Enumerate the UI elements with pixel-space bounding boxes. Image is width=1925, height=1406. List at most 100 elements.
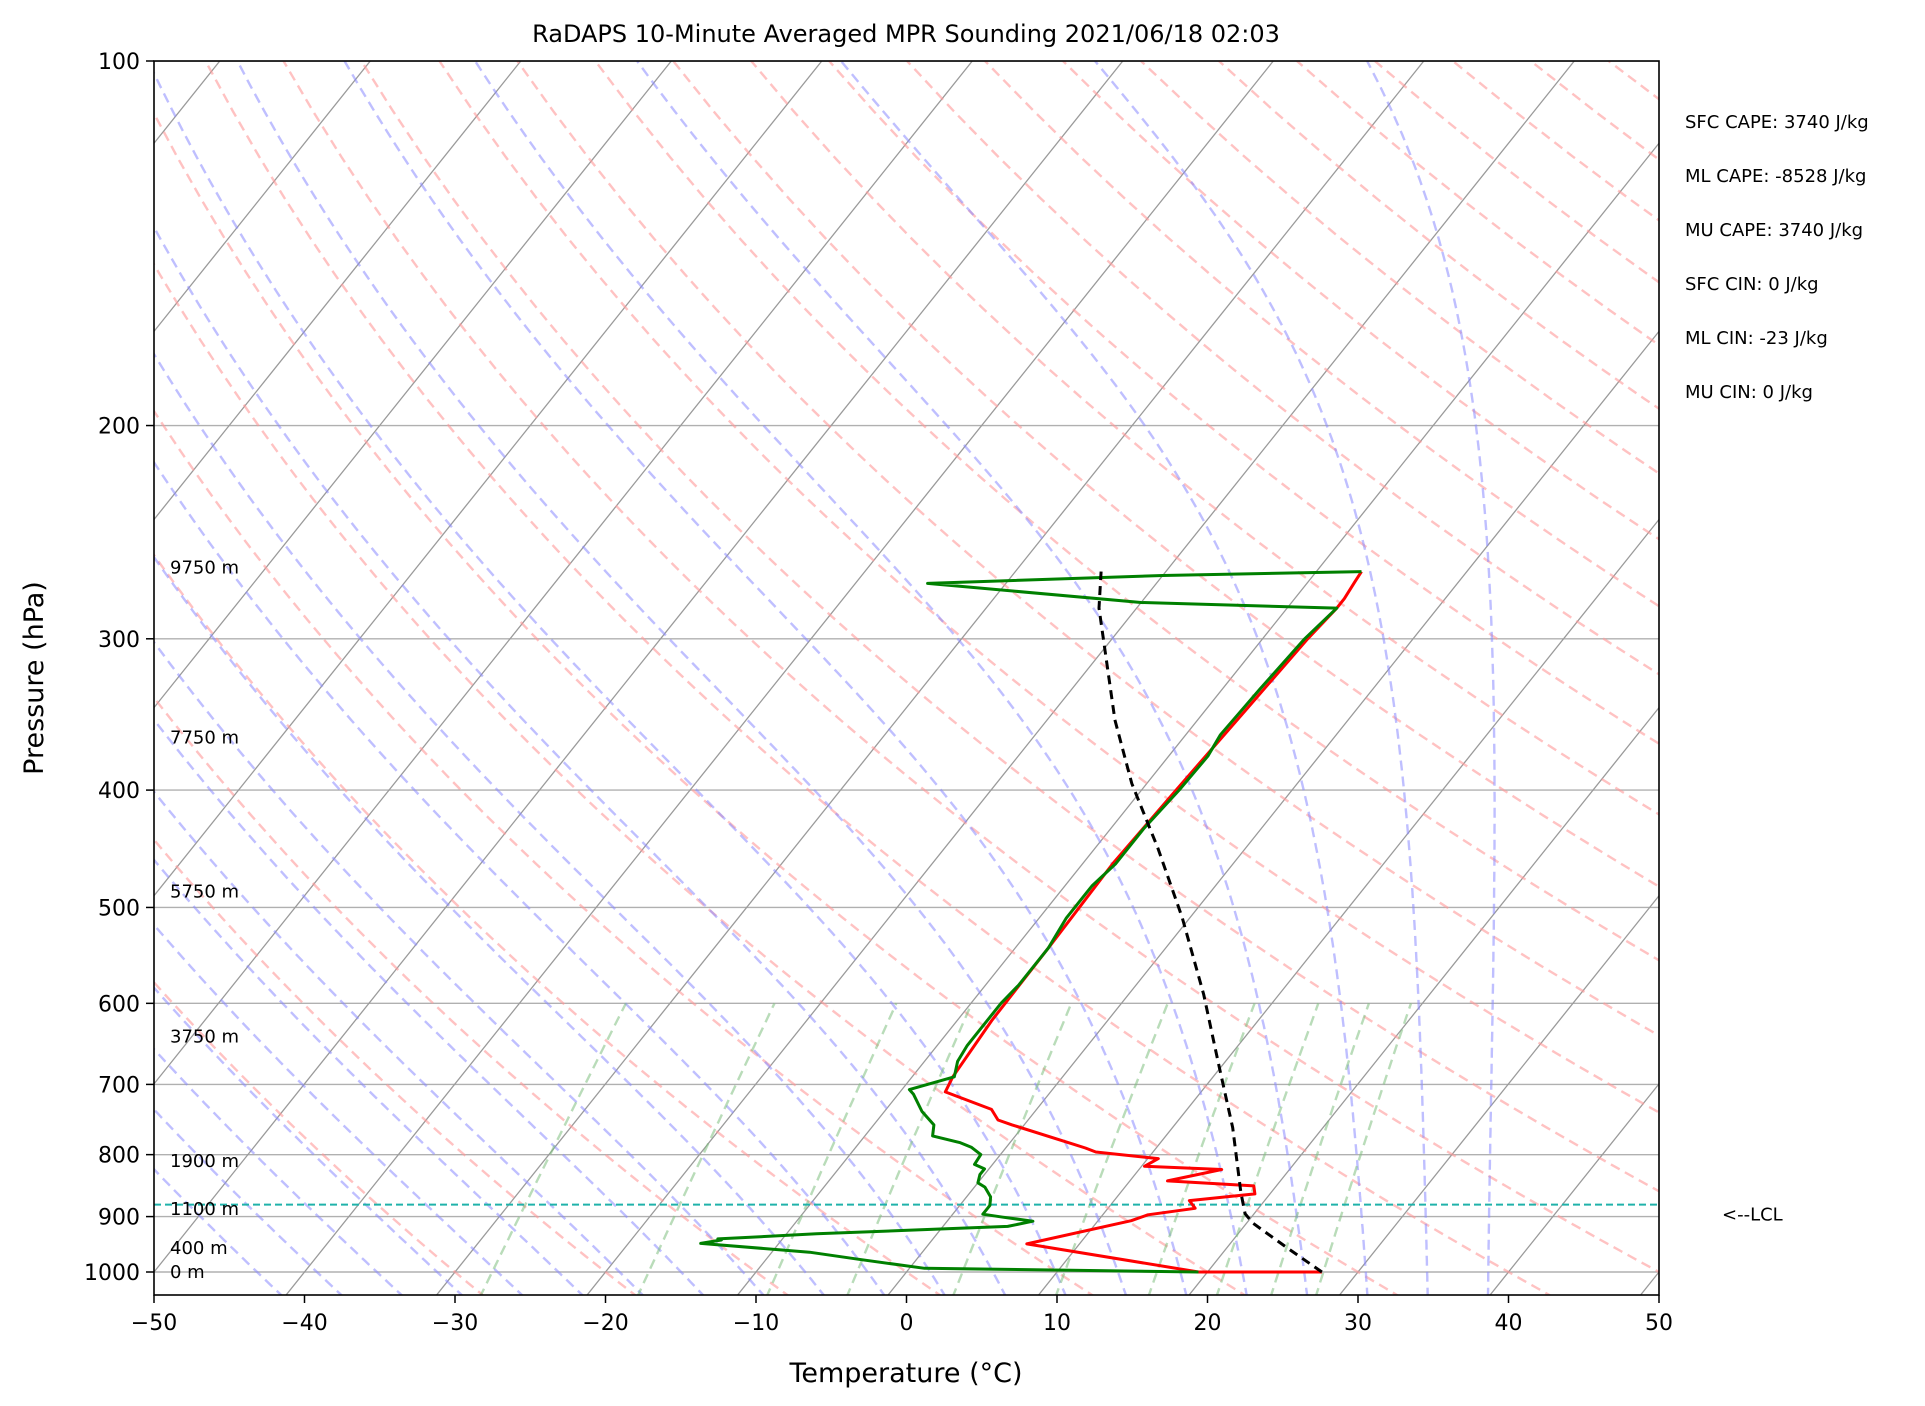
dry-adiabat-line xyxy=(1218,61,1659,411)
isotherm-line xyxy=(586,61,1575,1295)
isotherm-line xyxy=(154,61,973,1085)
dry-adiabat-line xyxy=(1140,61,1659,475)
isotherm-line xyxy=(154,61,371,333)
x-tick-label: −40 xyxy=(281,1311,327,1336)
y-tick-label: 400 xyxy=(98,779,140,804)
dry-adiabat-line xyxy=(1687,61,1925,1298)
mixing-ratio-line xyxy=(479,1002,627,1295)
height-label: 0 m xyxy=(170,1262,205,1283)
dry-adiabat-line xyxy=(438,61,1659,1114)
moist-adiabat-line xyxy=(1366,61,1496,1295)
dry-adiabat-line xyxy=(154,408,1095,1295)
moist-adiabat-line xyxy=(154,555,826,1295)
stat-line: SFC CIN: 0 J/kg xyxy=(1685,274,1819,295)
isotherm-line xyxy=(1489,1082,1659,1295)
dry-adiabat-line xyxy=(154,110,1400,1295)
y-tick-label: 900 xyxy=(98,1206,140,1231)
x-axis-label: Temperature (°C) xyxy=(788,1358,1022,1389)
background-lines xyxy=(154,61,1925,1298)
isotherm-line xyxy=(435,61,1425,1295)
moist-adiabat-line xyxy=(1094,61,1429,1295)
moist-adiabat-line xyxy=(343,61,1188,1295)
moist-adiabat-line xyxy=(154,789,645,1295)
moist-adiabat-line xyxy=(154,1047,404,1295)
y-tick-label: 1000 xyxy=(84,1261,140,1286)
x-tick-label: 50 xyxy=(1645,1311,1673,1336)
y-tick-label: 200 xyxy=(98,415,140,440)
y-tick-label: 300 xyxy=(98,628,140,653)
dry-adiabat-line xyxy=(154,837,637,1295)
x-tick-label: −20 xyxy=(582,1311,628,1336)
dry-adiabat-line xyxy=(1062,61,1659,541)
moist-adiabat-line xyxy=(474,61,1248,1295)
moist-adiabat-line xyxy=(154,1107,344,1295)
isotherm-line xyxy=(1639,1270,1659,1295)
plot-frame xyxy=(153,60,1660,1296)
isotherm-line xyxy=(154,61,1124,1274)
moist-adiabat-line xyxy=(154,858,584,1295)
mixing-ratio-line xyxy=(636,1002,776,1295)
stat-line: MU CAPE: 3740 J/kg xyxy=(1685,220,1863,241)
isotherm-line xyxy=(1188,706,1659,1295)
stat-line: MU CIN: 0 J/kg xyxy=(1685,382,1813,403)
y-tick-label: 800 xyxy=(98,1144,140,1169)
x-tick-label: −50 xyxy=(131,1311,177,1336)
height-label: 5750 m xyxy=(170,881,239,902)
isotherm-line xyxy=(285,61,1274,1295)
height-label: 9750 m xyxy=(170,558,239,579)
dry-adiabat-line xyxy=(282,61,1659,1274)
stat-line: ML CIN: -23 J/kg xyxy=(1685,328,1828,349)
mixing-ratio-line xyxy=(1314,1002,1413,1295)
isotherm-line xyxy=(1338,894,1659,1295)
x-tick-label: −30 xyxy=(432,1311,478,1336)
x-tick-label: 10 xyxy=(1043,1311,1071,1336)
moist-adiabat-line xyxy=(154,640,765,1295)
dry-adiabat-line xyxy=(672,61,1659,888)
x-tick-label: 40 xyxy=(1495,1311,1523,1336)
isotherm-line xyxy=(154,61,522,521)
height-label: 1900 m xyxy=(170,1151,239,1172)
dry-adiabat-line xyxy=(516,61,1659,1037)
annotations: 0 m 400 m 1100 m 1900 m 3750 m 5750 m 7750 m 97… xyxy=(170,112,1869,1283)
axes: −50 −40 −30 −20 −10 0 10 20 30 40 50 100 200 300 400 50… xyxy=(84,50,1673,1336)
stat-line: SFC CAPE: 3740 J/kg xyxy=(1685,112,1869,133)
moist-adiabat-line xyxy=(636,61,1309,1295)
moist-adiabat-line xyxy=(154,351,947,1295)
y-tick-label: 500 xyxy=(98,896,140,921)
dry-adiabat-line xyxy=(828,61,1659,746)
y-axis-label: Pressure (hPa) xyxy=(19,581,50,775)
isotherm-line xyxy=(887,330,1659,1295)
moist-adiabat-line xyxy=(154,923,524,1295)
height-label: 1100 m xyxy=(170,1199,239,1220)
parcel-profile-line xyxy=(1097,571,1323,1274)
x-tick-label: −10 xyxy=(733,1311,779,1336)
height-label: 400 m xyxy=(170,1238,228,1259)
isotherm-line xyxy=(154,61,823,897)
moist-adiabat-line xyxy=(154,985,464,1295)
dry-adiabat-line xyxy=(1296,61,1659,347)
temperature-line xyxy=(943,570,1363,1274)
dry-adiabat-line xyxy=(154,980,485,1295)
moist-adiabat-line xyxy=(154,70,1067,1295)
isotherm-line xyxy=(1037,518,1659,1295)
data-lines xyxy=(154,570,1659,1274)
dry-adiabat-line xyxy=(154,695,790,1295)
dry-adiabat-line xyxy=(154,262,1247,1295)
moist-adiabat-line xyxy=(154,717,705,1295)
dry-adiabat-line xyxy=(1374,61,1659,284)
dry-adiabat-line xyxy=(750,61,1659,816)
moist-adiabat-line xyxy=(840,61,1369,1295)
stat-line: ML CAPE: -8528 J/kg xyxy=(1685,166,1866,187)
dry-adiabat-line xyxy=(984,61,1659,608)
height-label: 3750 m xyxy=(170,1026,239,1047)
dry-adiabat-line xyxy=(204,61,1552,1295)
isotherm-line xyxy=(154,61,672,709)
mixing-ratio-line xyxy=(952,1002,1073,1295)
dry-adiabat-line xyxy=(594,61,1659,962)
dry-adiabat-line xyxy=(906,61,1659,676)
mixing-ratio-line xyxy=(1147,1002,1256,1295)
x-tick-label: 20 xyxy=(1194,1311,1222,1336)
mixing-ratio-line xyxy=(1269,1002,1371,1295)
mixing-ratio-line xyxy=(1054,1002,1169,1295)
